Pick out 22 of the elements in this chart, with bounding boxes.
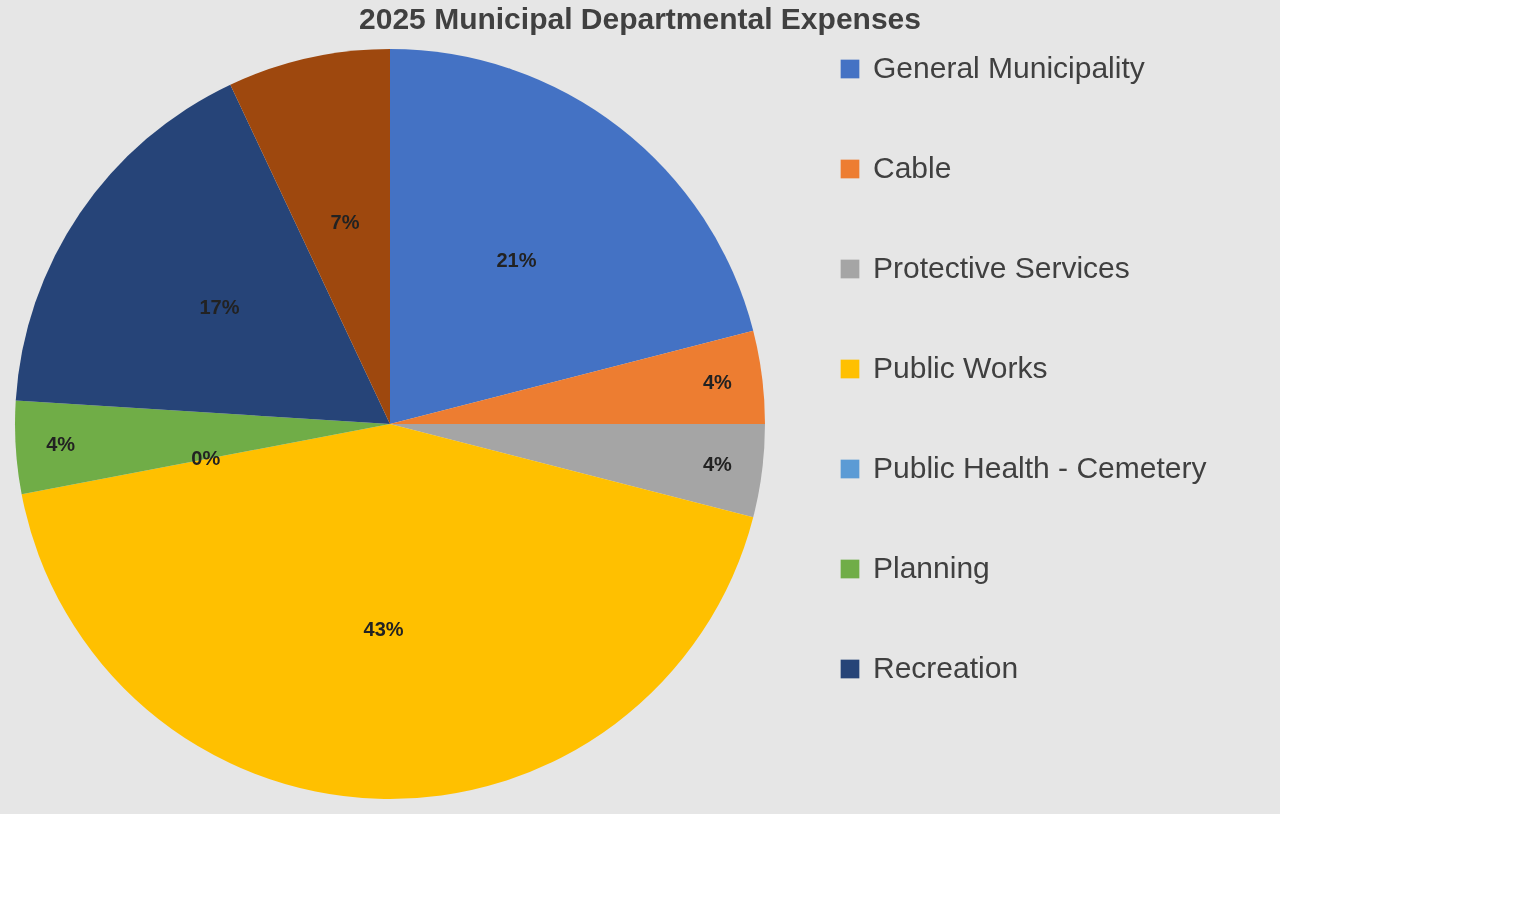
text: 0% [191,447,221,470]
legend-label: Cable [873,151,952,184]
legend-label: Public Works [873,351,1048,384]
pie-slice [390,49,754,424]
legend-label: Recreation [873,651,1019,684]
data-label: 7% [330,210,360,233]
legend-label: Planning [873,551,990,584]
data-label: 4% [46,432,76,455]
data-label: 21% [496,249,537,272]
pie-slice [21,424,754,799]
data-label: 17% [199,296,240,319]
data-label: 4% [702,453,733,476]
pie-slice [15,400,390,495]
legend-label: Public Health - Cemetery [873,451,1207,484]
pie-slice [390,330,765,424]
data-label: 43% [363,618,404,641]
legend-label: Protective Services [873,251,1130,284]
pie-slice [15,84,390,424]
legend-label: General Municipality [873,51,1145,84]
data-label: 4% [702,370,733,393]
pie-slice [390,424,765,518]
chart-title: 2025 Municipal Departmental Expenses [359,2,921,35]
